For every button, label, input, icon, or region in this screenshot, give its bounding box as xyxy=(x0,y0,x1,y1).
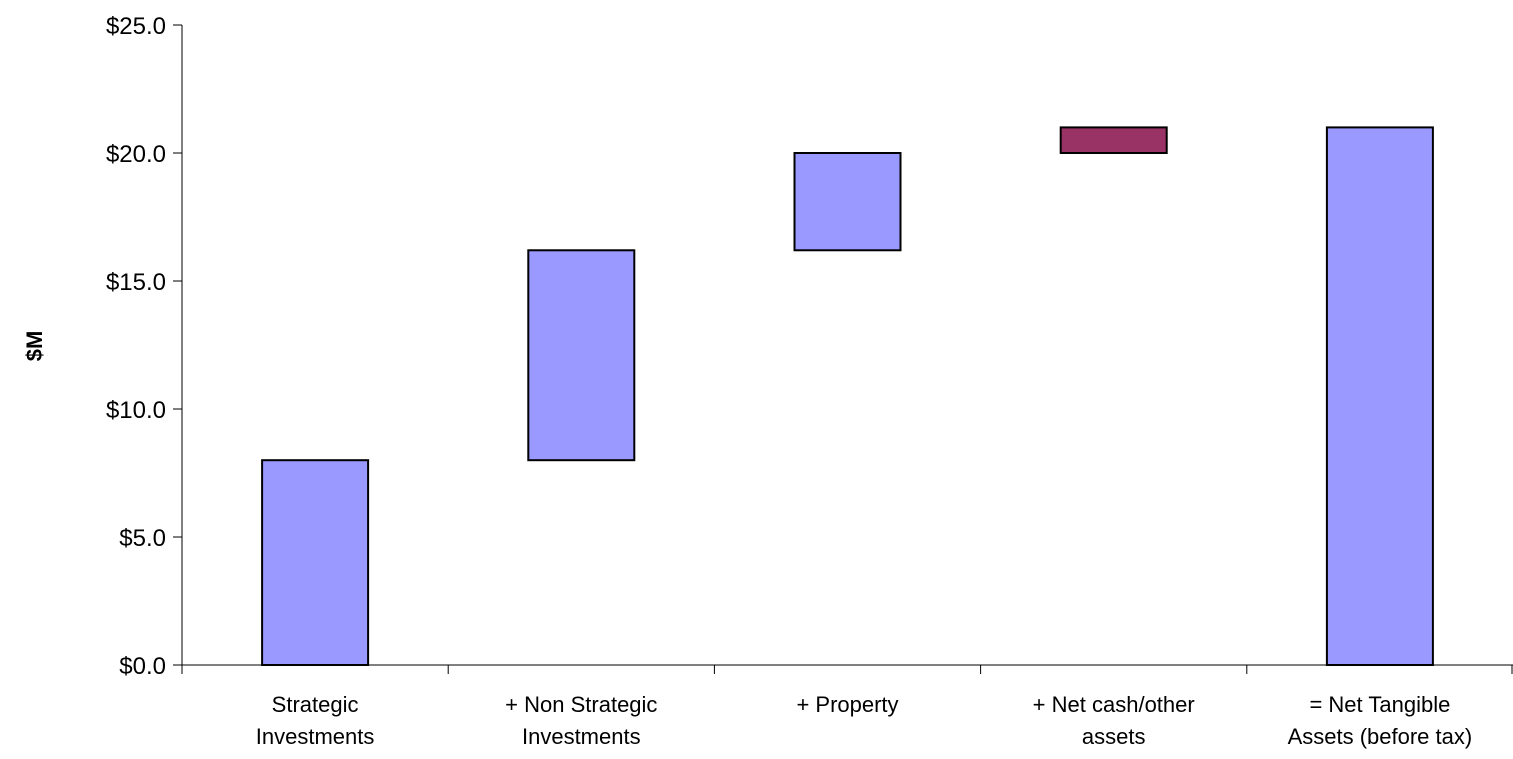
x-category-label-line: = Net Tangible xyxy=(1309,692,1450,717)
x-category-label-line: Assets (before tax) xyxy=(1288,724,1473,749)
x-category-label-line: Investments xyxy=(522,724,641,749)
y-tick-label: $0.0 xyxy=(119,653,166,680)
y-tick-label: $10.0 xyxy=(106,397,166,424)
y-tick-label: $15.0 xyxy=(106,269,166,296)
y-axis: $0.0 $5.0 $10.0 $15.0 $20.0 $25.0 xyxy=(106,13,183,680)
x-category-label-line: Investments xyxy=(256,724,375,749)
x-category-label: + Property xyxy=(796,692,898,717)
y-axis-title: $M xyxy=(22,331,47,362)
x-category-label: + Net cash/other assets xyxy=(1033,692,1195,749)
waterfall-bar xyxy=(793,152,902,252)
x-category-label-line: assets xyxy=(1082,724,1146,749)
y-tick-label: $25.0 xyxy=(106,13,166,40)
x-category-label-line: + Non Strategic xyxy=(505,692,657,717)
x-category-label: Strategic Investments xyxy=(256,692,375,749)
y-tick-label: $5.0 xyxy=(119,525,166,552)
x-category-label: = Net Tangible Assets (before tax) xyxy=(1288,692,1473,749)
x-category-label-line: Strategic xyxy=(272,692,359,717)
waterfall-bar xyxy=(261,459,370,667)
waterfall-bar xyxy=(1059,126,1168,155)
x-category-label-line: + Net cash/other xyxy=(1033,692,1195,717)
x-axis: Strategic Investments + Non Strategic Inves… xyxy=(181,664,1513,749)
x-category-label-line: + Property xyxy=(796,692,898,717)
waterfall-bar xyxy=(1325,126,1434,666)
waterfall-bar xyxy=(527,249,636,462)
x-category-label: + Non Strategic Investments xyxy=(505,692,657,749)
bars xyxy=(261,126,1434,667)
y-tick-label: $20.0 xyxy=(106,141,166,168)
